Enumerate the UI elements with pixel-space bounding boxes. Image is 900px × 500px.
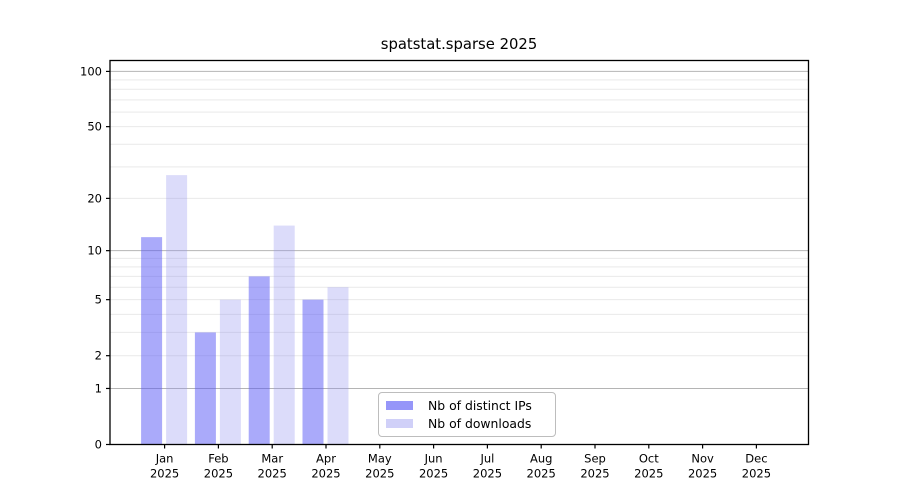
x-tick-year: 2025	[742, 467, 771, 481]
x-tick-month: Dec	[745, 452, 767, 466]
x-tick-year: 2025	[473, 467, 502, 481]
y-tick-label: 2	[95, 349, 102, 363]
y-tick-label: 20	[87, 191, 102, 205]
legend-swatch-distinct-ips	[386, 401, 413, 410]
x-tick-month: May	[368, 452, 392, 466]
bar-apr-downloads	[327, 287, 349, 445]
bar-jan-downloads	[166, 175, 188, 445]
bar-jan-ips	[141, 237, 163, 445]
bar-apr-ips	[302, 299, 324, 445]
x-tick-month: Sep	[584, 452, 606, 466]
x-tick-year: 2025	[365, 467, 394, 481]
bar-feb-downloads	[219, 299, 241, 445]
y-tick-label: 0	[95, 438, 102, 452]
bar-mar-ips	[248, 276, 270, 445]
x-tick-month: Jun	[424, 452, 443, 466]
x-tick-year: 2025	[258, 467, 287, 481]
x-tick-year: 2025	[527, 467, 556, 481]
legend-swatch-downloads	[386, 419, 413, 428]
x-tick-year: 2025	[419, 467, 448, 481]
x-tick-year: 2025	[688, 467, 717, 481]
y-tick-label: 100	[80, 64, 102, 78]
y-tick-label: 1	[95, 381, 102, 395]
x-tick-year: 2025	[311, 467, 340, 481]
x-tick-year: 2025	[580, 467, 609, 481]
x-tick-month: Feb	[208, 452, 228, 466]
x-tick-month: Mar	[261, 452, 283, 466]
x-tick-month: Aug	[530, 452, 552, 466]
chart-title: spatstat.sparse 2025	[380, 36, 538, 53]
y-tick-label: 10	[87, 244, 102, 258]
bar-feb-ips	[194, 332, 216, 445]
x-tick-month: Nov	[691, 452, 714, 466]
legend-item-downloads: Nb of downloads	[386, 416, 547, 431]
y-tick-label: 5	[95, 293, 102, 307]
legend: Nb of distinct IPs Nb of downloads	[378, 392, 556, 437]
x-tick-month: Jan	[155, 452, 174, 466]
legend-label-distinct-ips: Nb of distinct IPs	[428, 398, 532, 413]
bar-mar-downloads	[273, 225, 295, 445]
y-tick-label: 50	[87, 120, 102, 134]
x-tick-month: Apr	[316, 452, 336, 466]
x-tick-month: Oct	[639, 452, 659, 466]
legend-label-downloads: Nb of downloads	[428, 416, 532, 431]
x-tick-year: 2025	[204, 467, 233, 481]
x-tick-year: 2025	[150, 467, 179, 481]
legend-item-distinct-ips: Nb of distinct IPs	[386, 398, 547, 413]
x-tick-year: 2025	[634, 467, 663, 481]
x-tick-month: Jul	[479, 452, 494, 466]
